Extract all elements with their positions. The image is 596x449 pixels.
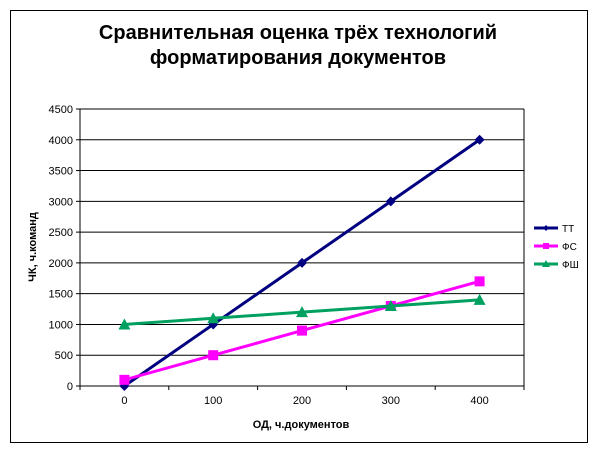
series-2-point-2 bbox=[297, 325, 307, 336]
x-tick-label-300: 300 bbox=[382, 395, 400, 407]
x-tick-label-100: 100 bbox=[204, 395, 222, 407]
series-2-point-0 bbox=[119, 374, 130, 385]
legend-marker-3 bbox=[542, 260, 550, 267]
y-tick-label-2500: 2500 bbox=[49, 227, 73, 239]
y-tick-label-3500: 3500 bbox=[49, 166, 73, 178]
legend-marker-2 bbox=[543, 243, 549, 249]
series-3-point-2 bbox=[296, 306, 308, 318]
x-axis-label: ОД, ч.документов bbox=[253, 419, 350, 431]
series-2-point-1 bbox=[208, 350, 219, 361]
chart-frame bbox=[10, 10, 588, 443]
series-3-point-3 bbox=[384, 299, 397, 311]
y-tick-label-1500: 1500 bbox=[49, 289, 73, 301]
chart-title-line-2: форматирования документов bbox=[149, 47, 447, 69]
y-tick-label-2000: 2000 bbox=[49, 258, 73, 270]
y-tick-label-4500: 4500 bbox=[49, 104, 73, 116]
x-tick-label-400: 400 bbox=[470, 395, 488, 407]
legend-label-2: ФС bbox=[562, 242, 577, 253]
series-group bbox=[118, 134, 486, 391]
legend-label-1: ТТ bbox=[562, 224, 574, 235]
legend-label-3: ФШ bbox=[562, 260, 579, 271]
y-tick-label-1000: 1000 bbox=[49, 319, 73, 331]
series-1-point-4 bbox=[474, 134, 485, 145]
y-axis-label: ЧК, ч.команд bbox=[27, 212, 39, 282]
series-3-point-1 bbox=[207, 312, 220, 324]
series-1-point-3 bbox=[385, 196, 396, 207]
y-tick-label-0: 0 bbox=[67, 381, 73, 393]
y-tick-label-4000: 4000 bbox=[49, 135, 73, 147]
series-1-point-2 bbox=[297, 257, 307, 268]
series-2-point-4 bbox=[474, 276, 485, 287]
legend: ТТ ФС ФШ bbox=[534, 224, 579, 271]
x-tick-label-200: 200 bbox=[293, 395, 311, 407]
y-tick-label-3000: 3000 bbox=[49, 196, 73, 208]
series-3-point-4 bbox=[473, 293, 486, 305]
chart-title-line-1: Сравнительная оценка трёх технологий bbox=[98, 22, 498, 44]
y-tick-label-500: 500 bbox=[55, 350, 73, 362]
series-3-point-0 bbox=[118, 318, 131, 330]
tick-labels: 0 500 1000 1500 2000 2500 3000 3500 4000 4500 0 100… bbox=[49, 104, 489, 407]
axes bbox=[76, 108, 525, 390]
x-tick-label-0: 0 bbox=[121, 395, 127, 407]
legend-marker-1 bbox=[543, 225, 549, 231]
grid-lines bbox=[80, 108, 524, 356]
